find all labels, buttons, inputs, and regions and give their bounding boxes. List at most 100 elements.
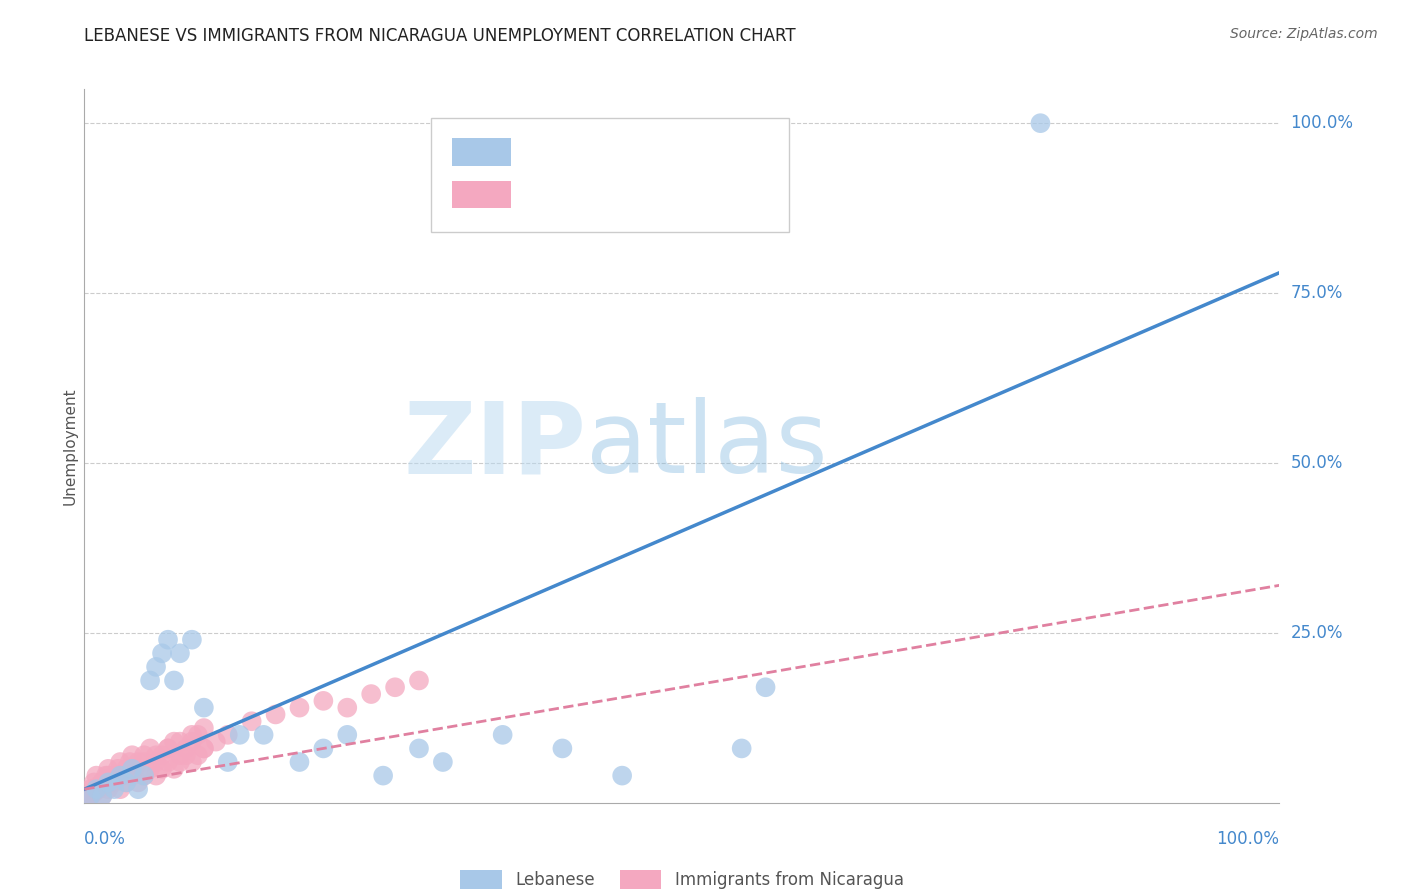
Text: 100.0%: 100.0%: [1216, 830, 1279, 847]
Point: [240, 714, 263, 729]
Point: [97, 775, 120, 789]
Point: [288, 755, 311, 769]
Point: [217, 728, 239, 742]
Point: [103, 782, 125, 797]
Point: [97, 769, 120, 783]
Point: [157, 755, 180, 769]
Point: [87, 782, 110, 797]
Point: [264, 707, 287, 722]
Point: [217, 755, 239, 769]
Point: [79, 789, 101, 803]
Point: [107, 762, 129, 776]
Point: [150, 748, 173, 763]
FancyBboxPatch shape: [453, 180, 510, 209]
Point: [115, 765, 138, 780]
Point: [193, 721, 215, 735]
FancyBboxPatch shape: [453, 137, 510, 166]
Point: [76, 792, 98, 806]
Point: [139, 673, 162, 688]
Point: [193, 741, 215, 756]
Point: [187, 748, 209, 763]
Point: [157, 632, 180, 647]
Point: [139, 762, 162, 776]
Point: [145, 755, 167, 769]
Point: [150, 646, 173, 660]
Point: [169, 646, 191, 660]
Point: [408, 741, 430, 756]
Point: [110, 755, 132, 769]
Point: [180, 728, 202, 742]
Point: [97, 762, 120, 776]
Point: [169, 734, 191, 748]
Point: [91, 775, 114, 789]
Point: [121, 748, 143, 763]
Point: [312, 694, 335, 708]
Point: [336, 728, 359, 742]
Point: [145, 748, 167, 763]
Point: [115, 775, 138, 789]
Y-axis label: Unemployment: Unemployment: [62, 387, 77, 505]
Point: [180, 632, 202, 647]
Point: [157, 741, 180, 756]
Point: [174, 748, 197, 763]
Point: [384, 680, 406, 694]
Point: [87, 779, 110, 793]
Point: [492, 728, 515, 742]
Point: [193, 741, 215, 756]
Point: [84, 782, 107, 797]
Point: [253, 728, 276, 742]
Point: [169, 755, 191, 769]
Point: [157, 741, 180, 756]
Point: [111, 769, 134, 783]
Text: 25.0%: 25.0%: [1291, 624, 1343, 642]
Point: [115, 762, 138, 776]
Text: 0.0%: 0.0%: [84, 830, 127, 847]
Point: [163, 762, 186, 776]
Point: [180, 734, 202, 748]
Point: [103, 772, 125, 786]
Text: Source: ZipAtlas.com: Source: ZipAtlas.com: [1230, 27, 1378, 41]
Point: [91, 789, 114, 803]
Point: [83, 775, 105, 789]
Point: [288, 700, 311, 714]
Point: [79, 789, 101, 803]
Point: [193, 700, 215, 714]
Text: ZIP: ZIP: [404, 398, 586, 494]
Point: [84, 782, 107, 797]
Point: [150, 762, 173, 776]
Point: [336, 700, 359, 714]
Point: [610, 769, 633, 783]
Point: [100, 775, 122, 789]
Point: [1029, 116, 1052, 130]
Point: [91, 775, 114, 789]
Point: [127, 782, 149, 797]
Point: [731, 741, 754, 756]
Point: [551, 741, 574, 756]
Point: [79, 789, 101, 803]
FancyBboxPatch shape: [430, 118, 790, 232]
Point: [180, 755, 202, 769]
Point: [145, 660, 167, 674]
Point: [110, 769, 132, 783]
Point: [132, 769, 156, 783]
Point: [127, 775, 149, 789]
Point: [91, 789, 114, 803]
Text: 75.0%: 75.0%: [1291, 284, 1343, 302]
Point: [84, 769, 107, 783]
Point: [121, 769, 143, 783]
Legend: Lebanese, Immigrants from Nicaragua: Lebanese, Immigrants from Nicaragua: [453, 863, 911, 892]
Text: 50.0%: 50.0%: [1291, 454, 1343, 472]
Point: [103, 775, 125, 789]
Point: [132, 769, 156, 783]
Point: [312, 741, 335, 756]
Point: [139, 741, 162, 756]
Text: LEBANESE VS IMMIGRANTS FROM NICARAGUA UNEMPLOYMENT CORRELATION CHART: LEBANESE VS IMMIGRANTS FROM NICARAGUA UN…: [84, 27, 796, 45]
Point: [121, 762, 143, 776]
Point: [132, 755, 156, 769]
Point: [187, 728, 209, 742]
Point: [118, 755, 141, 769]
Point: [754, 680, 776, 694]
Point: [79, 782, 101, 797]
Point: [124, 762, 146, 776]
Point: [94, 769, 117, 783]
